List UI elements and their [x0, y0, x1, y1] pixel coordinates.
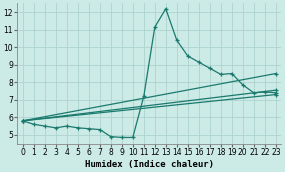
X-axis label: Humidex (Indice chaleur): Humidex (Indice chaleur) [85, 159, 214, 169]
